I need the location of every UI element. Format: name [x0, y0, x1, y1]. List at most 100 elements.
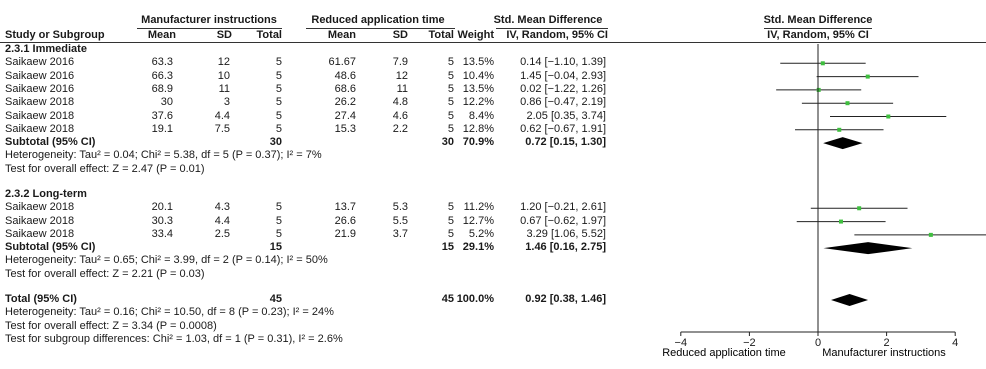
weight-cell: 13.5%	[462, 56, 494, 69]
subtotal-weight: 29.1%	[462, 241, 494, 254]
sd2-cell: 11	[396, 82, 408, 95]
subtotal-diamond-1	[823, 242, 913, 255]
point-estimate-5	[837, 127, 842, 132]
ci-cell: 3.29 [1.06, 5.52]	[526, 227, 606, 240]
sd2-cell: 12	[395, 69, 408, 82]
mean2-cell: 21.9	[334, 227, 356, 240]
total-total1: 45	[269, 293, 282, 306]
total2-col-header: Total	[428, 29, 454, 41]
sd2-col-header: SD	[392, 29, 408, 41]
x-label-left: Reduced application time	[662, 347, 786, 359]
ci-cell: 0.86 [−0.47, 2.19]	[520, 96, 606, 109]
ci-cell: 0.67 [−0.62, 1.97]	[520, 214, 606, 227]
mean1-cell: 68.9	[151, 82, 173, 95]
study-name: Saikaew 2016	[5, 82, 75, 95]
mean1-cell: 30	[160, 96, 173, 109]
heterogeneity-text: Heterogeneity: Tau² = 0.65; Chi² = 3.99,…	[5, 254, 328, 267]
mean2-cell: 48.6	[334, 69, 356, 82]
point-estimate-8	[928, 232, 933, 237]
total-weight: 100.0%	[456, 293, 494, 306]
plot-title: Std. Mean Difference	[763, 14, 873, 26]
subtotal-total1: 30	[269, 136, 282, 149]
method-col-header: IV, Random, 95% CI	[506, 29, 608, 41]
mean1-cell: 20.1	[151, 201, 173, 214]
point-estimate-0	[820, 61, 825, 66]
total1-col-header: Total	[256, 29, 282, 41]
mean1-cell: 37.6	[151, 109, 173, 122]
study-name: Saikaew 2016	[5, 56, 75, 69]
subtotal-total1: 15	[269, 241, 282, 254]
x-tick-label: −4	[675, 337, 688, 349]
mean2-cell: 15.3	[334, 122, 356, 135]
mean2-cell: 26.6	[334, 214, 356, 227]
weight-cell: 13.5%	[462, 82, 494, 95]
ci-cell: 1.20 [−0.21, 2.61]	[520, 201, 606, 214]
sd1-cell: 4.4	[214, 214, 230, 227]
weight-cell: 5.2%	[468, 227, 494, 240]
weight-cell: 8.4%	[468, 109, 494, 122]
total2-cell: 5	[447, 214, 454, 227]
total1-cell: 5	[275, 82, 282, 95]
total2-cell: 5	[447, 109, 454, 122]
total2-cell: 5	[447, 69, 454, 82]
total-label: Total (95% CI)	[5, 293, 77, 306]
x-tick-label: −2	[743, 337, 756, 349]
plot-title-underline	[764, 28, 872, 29]
total1-cell: 5	[275, 201, 282, 214]
sd2-cell: 3.7	[392, 227, 408, 240]
subgroup-title: 2.3.2 Long-term	[5, 187, 87, 200]
total-diamond	[831, 294, 869, 307]
sd1-cell: 11	[218, 82, 230, 95]
total1-cell: 5	[275, 122, 282, 135]
total2-cell: 5	[447, 82, 454, 95]
header-rule	[0, 42, 986, 43]
subtotal-label: Subtotal (95% CI)	[5, 136, 96, 149]
mean2-cell: 13.7	[334, 201, 356, 214]
subtotal-weight: 70.9%	[462, 136, 494, 149]
x-tick-label: 0	[815, 337, 821, 349]
study-col-header: Study or Subgroup	[5, 29, 105, 41]
sd2-cell: 5.5	[392, 214, 408, 227]
overall-effect-text: Test for overall effect: Z = 2.47 (P = 0…	[5, 162, 205, 175]
total1-cell: 5	[275, 109, 282, 122]
subtotal-diamond-0	[823, 137, 863, 150]
subgroup-title: 2.3.1 Immediate	[5, 43, 87, 55]
weight-cell: 12.8%	[462, 122, 494, 135]
total1-cell: 5	[275, 69, 282, 82]
heterogeneity-text: Heterogeneity: Tau² = 0.04; Chi² = 5.38,…	[5, 149, 322, 162]
sd1-cell: 10	[217, 69, 230, 82]
sd1-cell: 12	[217, 56, 230, 69]
total1-cell: 5	[275, 96, 282, 109]
study-name: Saikaew 2018	[5, 227, 75, 240]
sd1-cell: 3	[223, 96, 230, 109]
ci-cell: 0.14 [−1.10, 1.39]	[520, 56, 606, 69]
sd2-cell: 7.9	[392, 56, 408, 69]
weight-col-header: Weight	[457, 29, 494, 41]
total-total2: 45	[441, 293, 454, 306]
group2-underline	[306, 28, 455, 29]
weight-cell: 12.2%	[462, 96, 494, 109]
footer-heterogeneity: Heterogeneity: Tau² = 0.16; Chi² = 10.50…	[5, 306, 334, 319]
mean2-cell: 26.2	[334, 96, 356, 109]
study-name: Saikaew 2016	[5, 69, 75, 82]
smd-header: Std. Mean Difference	[493, 14, 603, 26]
sd2-cell: 2.2	[392, 122, 408, 135]
point-estimate-7	[838, 219, 843, 224]
mean2-cell: 68.6	[334, 82, 356, 95]
sd2-cell: 4.8	[392, 96, 408, 109]
sd2-cell: 5.3	[392, 201, 408, 214]
subtotal-ci: 1.46 [0.16, 2.75]	[525, 241, 606, 254]
ci-cell: 1.45 [−0.04, 2.93]	[520, 69, 606, 82]
weight-cell: 11.2%	[463, 201, 494, 214]
ci-cell: 0.62 [−0.67, 1.91]	[520, 122, 606, 135]
total2-cell: 5	[447, 56, 454, 69]
study-name: Saikaew 2018	[5, 122, 75, 135]
sd2-cell: 4.6	[392, 109, 408, 122]
total2-cell: 5	[447, 96, 454, 109]
mean1-cell: 66.3	[151, 69, 173, 82]
sd1-col-header: SD	[216, 29, 232, 41]
subtotal-label: Subtotal (95% CI)	[5, 241, 96, 254]
total1-cell: 5	[275, 227, 282, 240]
point-estimate-3	[845, 101, 850, 106]
overall-effect-text: Test for overall effect: Z = 2.21 (P = 0…	[5, 267, 205, 280]
